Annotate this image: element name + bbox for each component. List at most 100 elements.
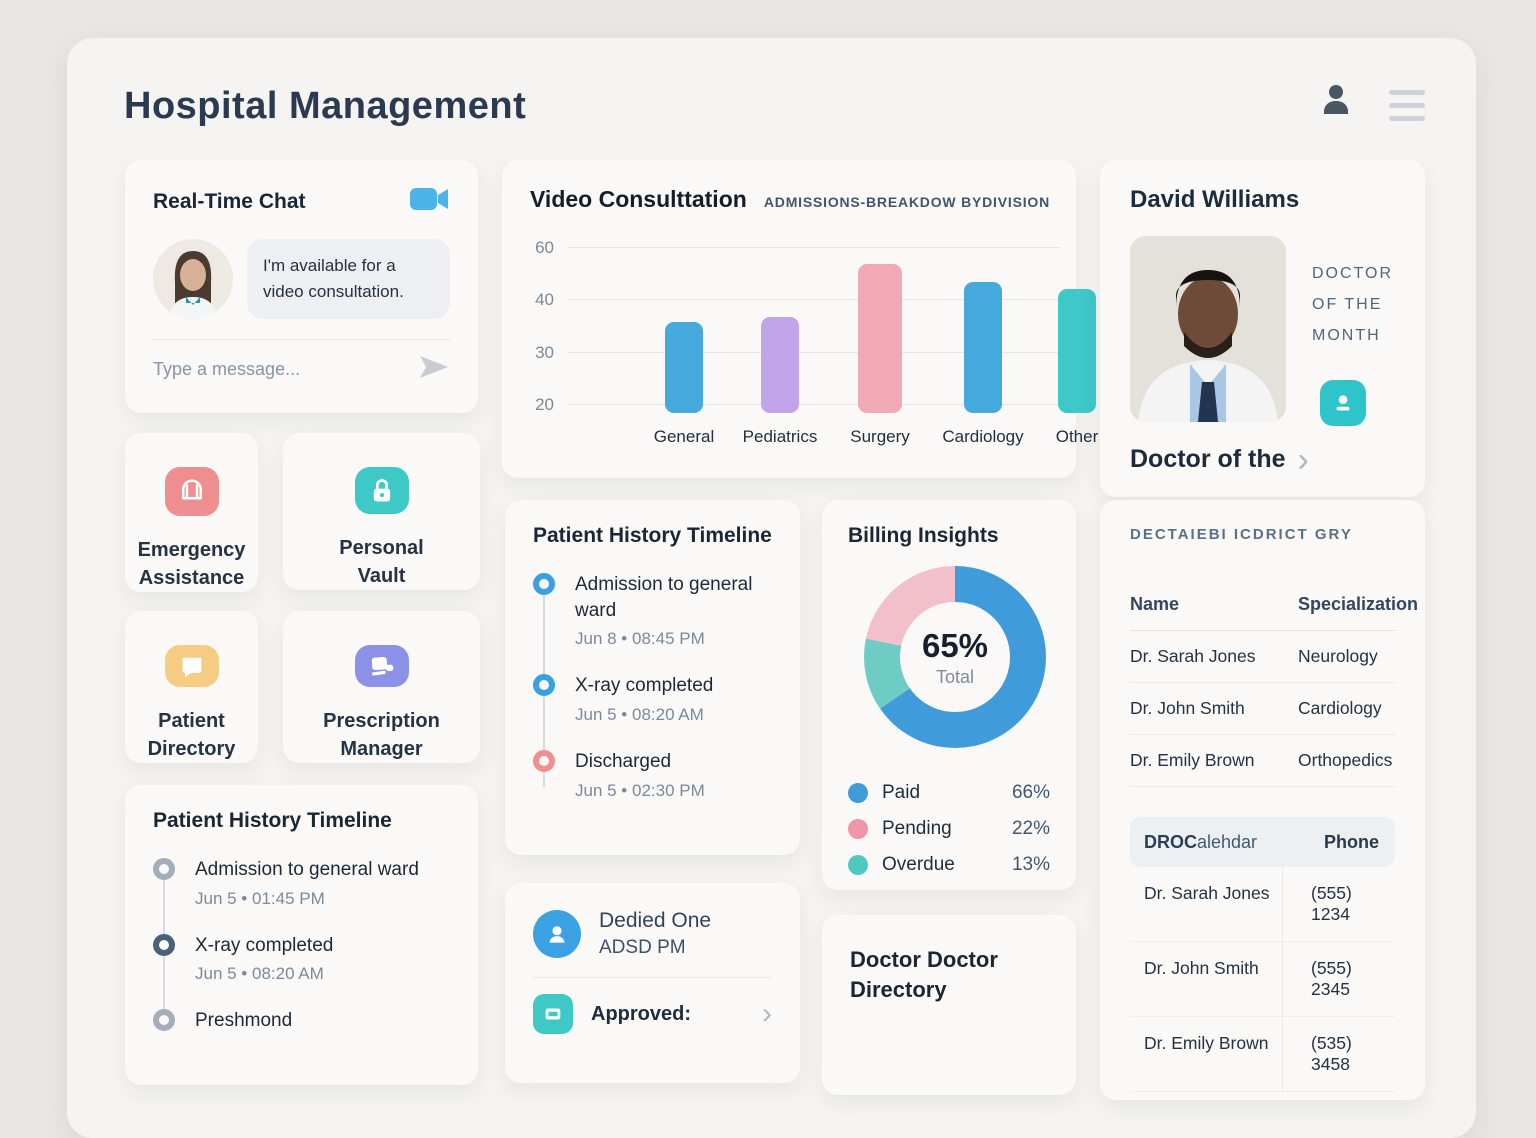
phone-table: DROCalehdar Phone Dr. Sarah Jones (555) … — [1130, 817, 1395, 1092]
contact-subtitle: ADSD PM — [599, 937, 686, 958]
prescription-cards-icon — [354, 645, 409, 687]
column-header-phone: Phone — [1324, 831, 1380, 852]
divider — [153, 339, 450, 340]
approved-label: Approved: — [591, 1002, 691, 1025]
main-panel: Hospital Management Real-Time Chat I'm a… — [67, 38, 1476, 1138]
video-consultation-chart-card: Video Consulttation ADMISSIONS-BREAKDOW … — [502, 160, 1098, 478]
timeline-item-title: X-ray completed — [575, 675, 714, 697]
x-label: Cardiology — [942, 427, 1024, 446]
approved-row[interactable]: Approved: › — [533, 994, 772, 1034]
tables-heading: DECTAIEBI ICDRICT GRY — [1130, 526, 1353, 543]
timeline-item-title: Discharged — [575, 750, 672, 772]
donut-center-value: 65% — [921, 626, 989, 664]
legend-row: Pending 22% — [848, 818, 1050, 840]
feature-label: Emergency Assistance — [137, 539, 246, 589]
page-title: Hospital Management — [124, 85, 527, 127]
patient-directory-card[interactable]: Patient Directory — [125, 611, 258, 763]
feature-label: Prescription Manager — [323, 710, 440, 760]
timeline-item-time: Jun 8 • 08:45 PM — [575, 629, 705, 649]
chart-subtitle: ADMISSIONS-BREAKDOW BYDIVISION — [763, 194, 1050, 210]
timeline-item-title: Preshmond — [195, 1010, 293, 1032]
bar-cardiology — [964, 281, 1002, 413]
chat-message-input[interactable] — [153, 359, 408, 380]
y-tick: 60 — [535, 238, 554, 257]
timeline-item: X-ray completed Jun 5 • 08:20 AM — [153, 933, 450, 985]
legend-value: 22% — [1011, 818, 1050, 839]
legend-label: Overdue — [882, 854, 955, 875]
y-tick: 40 — [535, 290, 554, 309]
x-label: General — [653, 427, 715, 446]
contact-name: Dedied One — [599, 909, 712, 932]
specialization-table: Name Specialization Dr. Sarah Jones Neur… — [1130, 579, 1418, 787]
doctor-name: David Williams — [1130, 186, 1300, 213]
patient-history-timeline-card: Patient History Timeline Admission to ge… — [125, 785, 478, 1085]
table-row[interactable]: Dr. John Smith (555) 2345 — [1130, 942, 1395, 1017]
bar-other — [1058, 288, 1096, 413]
timeline-item: X-ray completed Jun 5 • 08:20 AM — [533, 673, 772, 725]
timeline-item: Discharged Jun 5 • 02:30 PM — [533, 749, 772, 801]
table-row[interactable]: Dr. John Smith Cardiology — [1130, 683, 1395, 735]
legend-dot-paid — [848, 783, 868, 803]
x-label: Surgery — [850, 427, 910, 446]
chevron-right-icon: › — [1297, 440, 1309, 479]
personal-vault-card[interactable]: Personal Vault — [283, 433, 480, 590]
doctor-profile-button[interactable] — [1320, 380, 1366, 426]
user-circle-icon — [533, 910, 581, 958]
send-button[interactable] — [418, 354, 450, 385]
doctor-of-the-link[interactable]: Doctor of the › — [1130, 440, 1309, 479]
legend-label: Paid — [882, 782, 921, 803]
y-tick: 30 — [535, 343, 554, 362]
bell-icon — [164, 467, 219, 516]
feature-label: Personal Vault — [339, 537, 424, 587]
hamburger-menu-icon[interactable] — [1389, 90, 1425, 129]
timeline-item-time: Jun 5 • 01:45 PM — [195, 888, 325, 908]
chat-message-bubble: I'm available for a video consultation. — [247, 239, 450, 319]
timeline-item: Preshmond — [153, 1008, 450, 1034]
chevron-right-icon: › — [762, 997, 772, 1030]
timeline-item-title: Admission to general ward — [575, 574, 753, 621]
timeline-title: Patient History Timeline — [153, 809, 392, 832]
bar-surgery — [858, 263, 902, 413]
timeline-dot — [153, 1009, 175, 1032]
timeline-dot — [153, 858, 175, 880]
legend-row: Paid 66% — [848, 782, 1050, 804]
timeline-item-time: Jun 5 • 02:30 PM — [575, 780, 705, 800]
prescription-manager-card[interactable]: Prescription Manager — [283, 611, 480, 763]
doctor-directory-card[interactable]: Doctor Doctor Directory — [822, 915, 1076, 1095]
user-icon — [1319, 85, 1353, 120]
timeline-item-time: Jun 5 • 08:20 AM — [575, 704, 704, 724]
chat-bubble-icon — [164, 645, 219, 687]
legend-value: 13% — [1011, 854, 1050, 875]
legend-dot-overdue — [848, 855, 868, 875]
profile-button[interactable] — [1319, 82, 1353, 116]
column-header-name: Name — [1130, 594, 1180, 614]
legend-row: Overdue 13% — [848, 854, 1050, 876]
timeline-item-time: Jun 5 • 08:20 AM — [195, 964, 324, 984]
doctor-of-the-month-card: David Williams DOCTOR OF THE MONTH Docto… — [1100, 160, 1425, 497]
timeline-dot — [153, 933, 175, 956]
emergency-assistance-card[interactable]: Emergency Assistance — [125, 433, 258, 592]
table-row[interactable]: Dr. Sarah Jones (555) 1234 — [1130, 867, 1395, 942]
billing-legend: Paid 66% Pending 22% Overdue 13% — [848, 782, 1050, 890]
divider — [533, 977, 772, 978]
timeline-item: Admission to general ward Jun 5 • 01:45 … — [153, 857, 450, 909]
bar-chart-plot: 60 40 30 20 General Pediatrics Surgery C… — [535, 238, 1098, 446]
lock-icon — [354, 467, 409, 514]
table-row[interactable]: Dr. Emily Brown (535) 3458 — [1130, 1017, 1395, 1092]
x-label: Other — [1055, 427, 1099, 446]
legend-label: Pending — [882, 818, 952, 839]
legend-dot-pending — [848, 819, 868, 839]
legend-value: 66% — [1011, 782, 1050, 803]
chat-title: Real-Time Chat — [153, 189, 306, 213]
timeline-dot — [533, 749, 555, 772]
realtime-chat-card: Real-Time Chat I'm available for a video… — [125, 160, 478, 413]
table-header-row: Name Specialization — [1130, 579, 1418, 631]
video-camera-icon[interactable] — [410, 186, 450, 217]
billing-donut-chart: 65% Total — [864, 566, 1046, 748]
chart-title: Video Consulttation — [530, 186, 747, 212]
table-row[interactable]: Dr. Emily Brown Orthopedics — [1130, 735, 1395, 787]
billing-title: Billing Insights — [848, 524, 999, 547]
bar-general — [665, 321, 703, 413]
doctor-photo — [1130, 236, 1286, 422]
table-row[interactable]: Dr. Sarah Jones Neurology — [1130, 631, 1395, 683]
